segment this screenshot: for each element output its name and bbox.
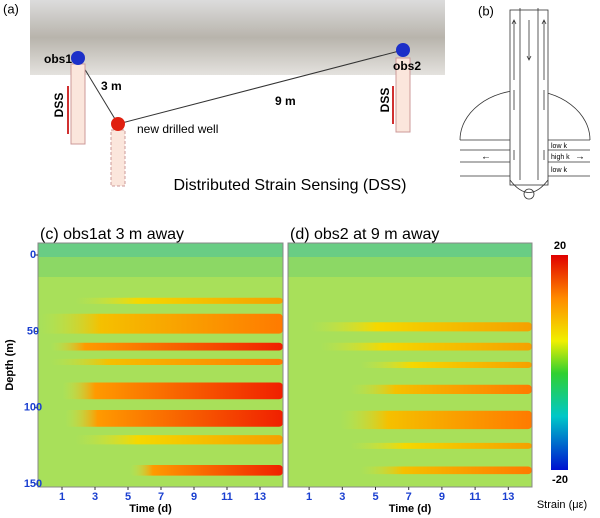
heatmap-shade [38,243,283,257]
x-tick-label: 1 [306,491,312,503]
obs2-marker [396,43,410,57]
obs-label: obs2 [393,59,421,73]
new-well-marker [111,117,125,131]
well [110,129,126,187]
x-tick-label: 9 [191,491,197,503]
y-tick-label: 150 [24,478,42,490]
heatmap-frame [287,242,533,488]
well [395,57,411,133]
panel-title: (d) obs2 at 9 m away [290,226,439,243]
x-tick-label: 9 [439,491,445,503]
heatmap-band [360,361,532,368]
obs1-marker [71,51,85,65]
heatmap-shade [288,243,532,257]
layer-label: low k [551,143,567,150]
distance-label: 9 m [275,94,296,108]
heatmap-shade [38,257,283,277]
heatmap-band [350,384,532,394]
site-photo [30,0,445,75]
well-label: new drilled well [137,122,218,136]
caption: Distributed Strain Sensing (DSS) [174,177,407,194]
x-tick-label: 13 [502,491,514,503]
x-tick-label: 11 [221,491,233,503]
heatmap-band [320,342,532,351]
dss-label: DSS [378,88,392,113]
obs-label: obs1 [44,52,72,66]
panel-label: (a) [3,1,19,16]
x-tick-label: 3 [339,491,345,503]
y-tick-label: 100 [24,402,42,414]
panel-label: (b) [478,3,494,18]
connector [117,49,404,125]
colorbar-min: -20 [552,474,568,486]
x-axis-title: Time (d) [389,503,432,515]
well-schematic [459,8,591,200]
x-tick-label: 7 [158,491,164,503]
heatmap-band [75,435,283,445]
heatmap-band [340,410,532,430]
heatmap-band [130,464,283,476]
heatmap-band [50,358,283,365]
panel-title: (c) obs1at 3 m away [40,226,184,243]
x-tick-label: 5 [372,491,378,503]
x-tick-label: 1 [59,491,65,503]
heatmap-band [360,466,532,475]
colorbar-max: 20 [554,240,566,252]
heatmap-band [310,322,532,332]
heatmap-band [62,382,283,400]
x-tick-label: 5 [125,491,131,503]
x-tick-label: 3 [92,491,98,503]
heatmap-band [65,409,283,427]
heatmap-shade [288,257,532,277]
heatmap-band [40,313,283,334]
heatmap-band [350,442,532,449]
dss-label: DSS [52,93,66,118]
layer-label: low k [551,167,567,174]
arrow: ← [481,152,491,163]
well [70,63,86,145]
x-tick-label: 11 [469,491,481,503]
arrow: → [575,152,585,163]
layer-label: high k [551,154,570,161]
distance-label: 3 m [101,79,122,93]
heatmap-background [38,243,283,487]
y-tick-label: 50 [27,325,39,337]
x-tick-label: 7 [406,491,412,503]
y-axis-title: Depth (m) [4,339,16,391]
colorbar-title: Strain (με) [537,499,587,511]
x-tick-label: 13 [254,491,266,503]
x-axis-title: Time (d) [129,503,172,515]
y-tick-label: 0 [30,249,36,261]
heatmap-band [75,297,283,304]
colorbar [551,255,568,470]
heatmap-band [50,342,283,351]
